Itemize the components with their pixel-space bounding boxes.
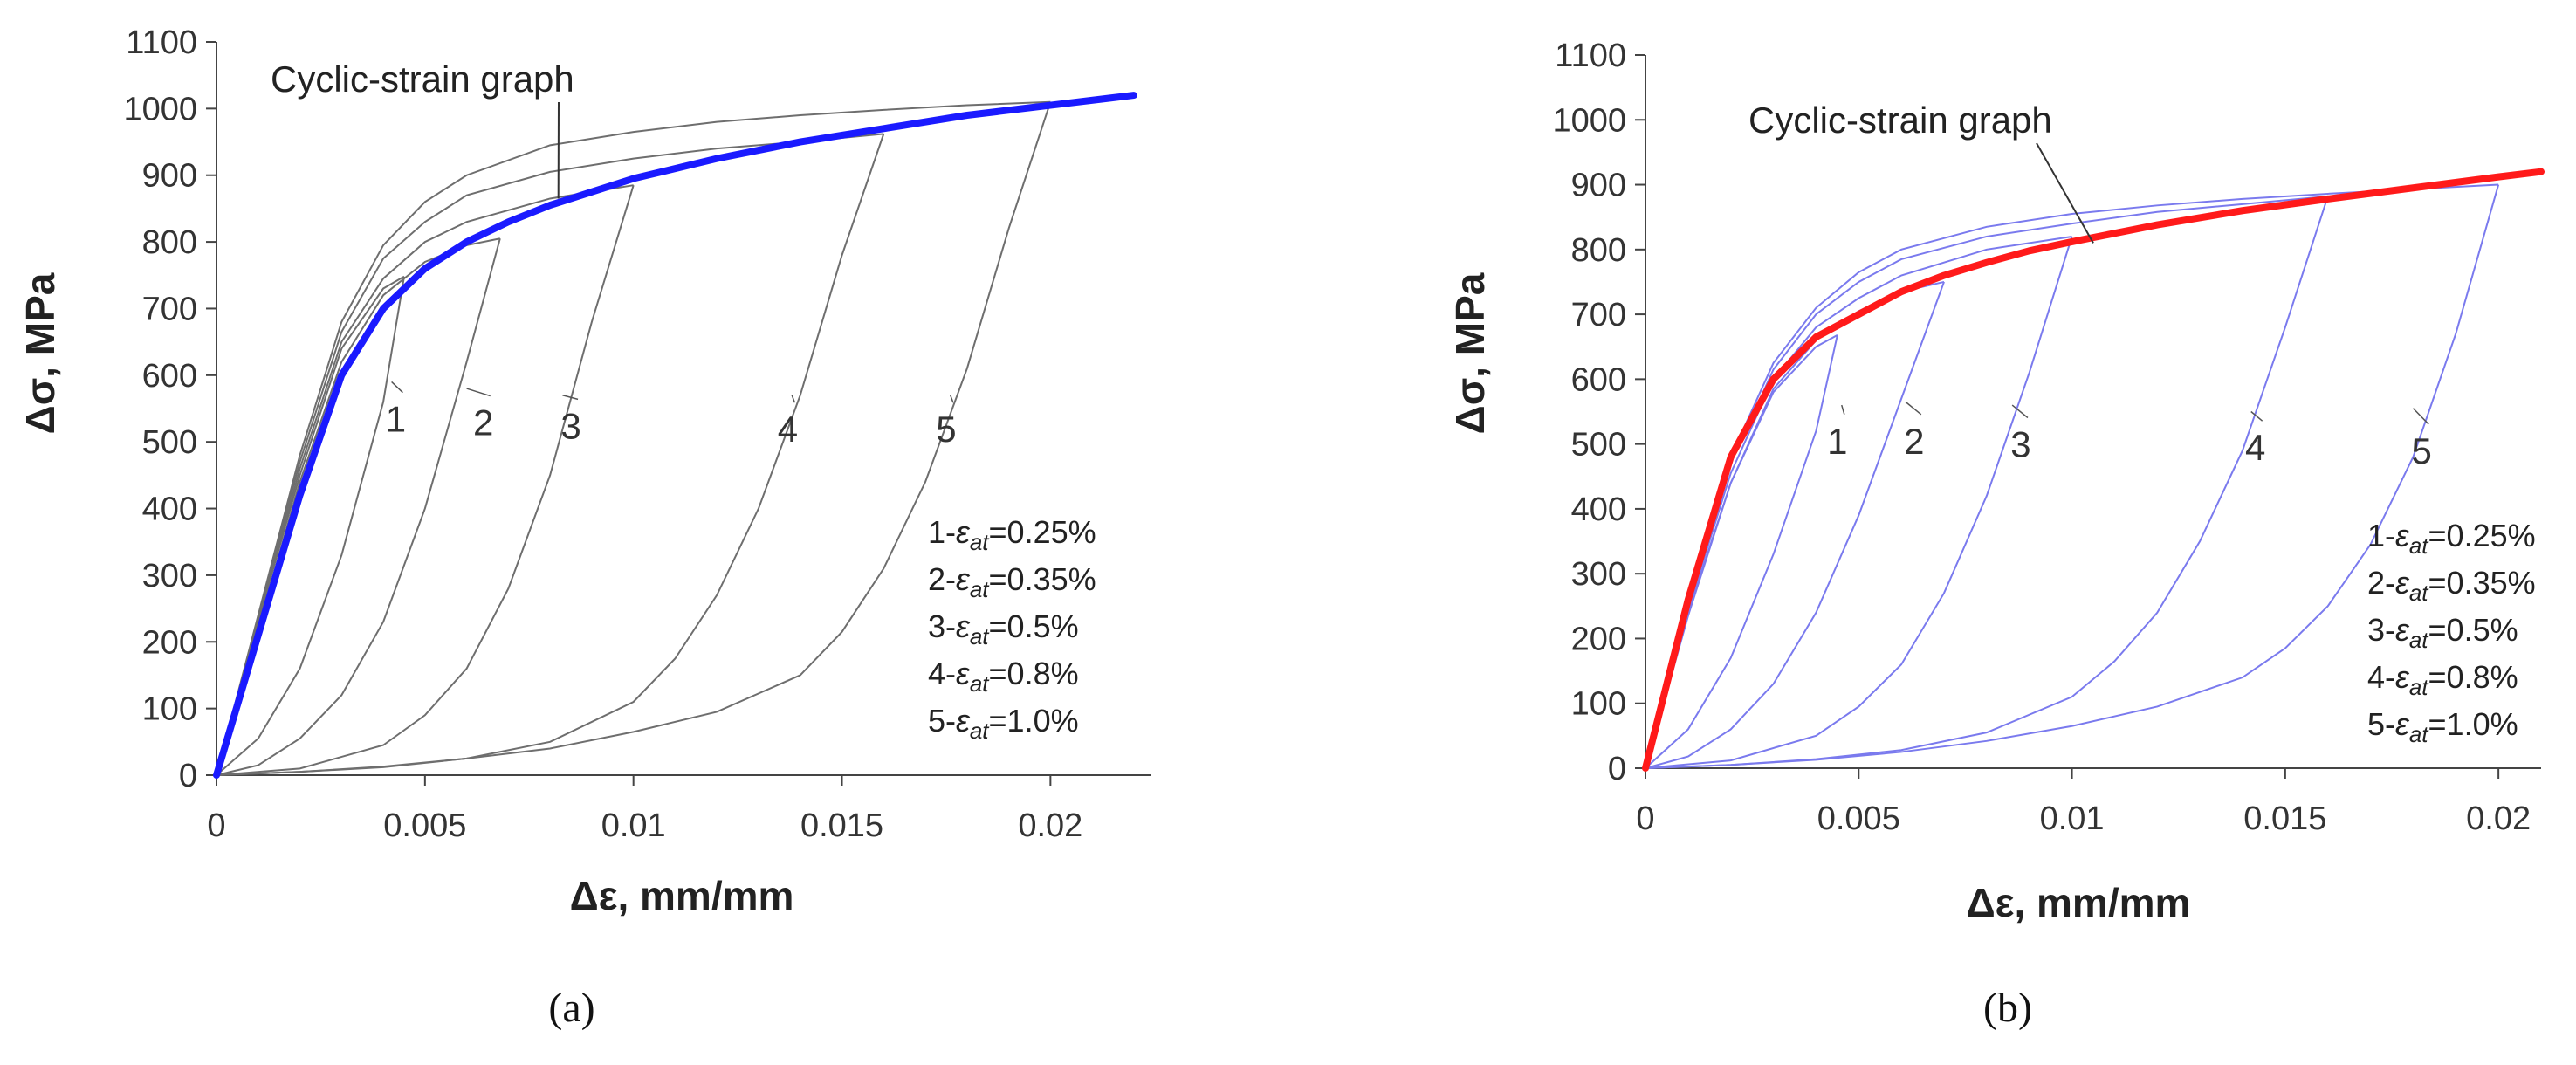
loop-5-label: 5 (936, 409, 956, 450)
y-tick-label: 0 (179, 758, 197, 794)
loop-3-leader (2011, 404, 2029, 419)
x-tick-label: 0.01 (2040, 800, 2105, 837)
x-axis-title: Δε, mm/mm (1967, 880, 2191, 925)
y-tick-label: 300 (142, 558, 197, 594)
legend-entry: 5-εat=1.0% (2367, 706, 2518, 747)
loop-5-unloading-line (216, 101, 1052, 776)
loop-3-loading-line (216, 184, 634, 776)
y-tick-label: 500 (1571, 427, 1626, 464)
legend: 1-εat=0.25% 2-εat=0.35% 3-εat=0.5% 4-εat=0.… (928, 514, 1096, 744)
loop-2-label: 2 (473, 402, 493, 443)
panel-caption: (b) (1983, 985, 2032, 1031)
x-tick-label: 0.02 (2466, 800, 2531, 837)
legend: 1-εat=0.25% 2-εat=0.35% 3-εat=0.5% 4-εat=0.… (2367, 518, 2536, 747)
loop-3-label: 3 (560, 405, 580, 446)
loop-2-loading-line (216, 237, 501, 776)
y-tick-label: 900 (142, 158, 197, 195)
loop-1-unloading-line (216, 276, 405, 776)
y-tick-label: 1100 (1555, 38, 1626, 74)
loop-5-leader (950, 395, 954, 403)
chart-panel-a: 0 100 200 300 400 500 600 700 800 900 1000 1100 0 0.0… (17, 24, 1151, 1031)
loop-5-loading-line (216, 100, 1051, 776)
loop-4-label: 4 (778, 409, 798, 450)
cyclic-strain-annotation: Cyclic-strain graph (1748, 100, 2052, 141)
loop-4-leader (791, 395, 796, 403)
loop-1-label: 1 (386, 399, 406, 440)
x-tick-label: 0.02 (1018, 807, 1082, 844)
loop-5-unloading-line (1645, 184, 2500, 769)
annotation-leader (2036, 142, 2094, 244)
y-tick-label: 500 (142, 424, 197, 461)
loop-1-loading-line (216, 275, 405, 776)
y-tick-label: 0 (1608, 751, 1626, 787)
y-tick-label: 1100 (126, 24, 197, 61)
y-tick-label: 900 (1571, 168, 1626, 204)
loop-3-label: 3 (2010, 423, 2030, 464)
x-tick-label: 0.015 (2243, 800, 2326, 837)
loop-1-unloading-line (1645, 334, 1838, 769)
y-tick-label: 600 (1571, 361, 1626, 398)
loop-1-label: 1 (1827, 421, 1847, 462)
y-tick-label: 100 (142, 691, 197, 728)
loop-2-leader (1905, 401, 1922, 416)
loop-5-leader (2412, 408, 2429, 425)
x-tick-label: 0.01 (601, 807, 666, 844)
loop-4-label: 4 (2245, 427, 2265, 468)
y-tick-label: 700 (142, 291, 197, 327)
cyclic-strain-curve (213, 92, 1137, 779)
x-tick-label: 0.015 (800, 807, 883, 844)
legend-entry: 1-εat=0.25% (2367, 518, 2536, 559)
y-axis-title: Δσ, MPa (17, 272, 63, 434)
loop-2-unloading-line (216, 238, 501, 776)
chart-panel-b: 0 100 200 300 400 500 600 700 800 900 1000 1100 0 0.0… (1447, 38, 2545, 1031)
y-tick-label: 200 (142, 624, 197, 661)
cyclic-strain-curve (1642, 168, 2545, 772)
y-axis-title: Δσ, MPa (1447, 272, 1493, 434)
x-tick-label: 0.005 (383, 807, 466, 844)
loop-3-leader (562, 395, 579, 401)
cyclic-strain-annotation: Cyclic-strain graph (271, 58, 574, 100)
loop-2-unloading-line (1645, 281, 1945, 769)
loop-4-leader (2250, 410, 2263, 422)
x-tick-label: 0.005 (1817, 800, 1900, 837)
loop-3-unloading-line (1645, 236, 2073, 769)
x-tick-label: 0 (207, 807, 225, 844)
loop-2-leader (466, 388, 491, 397)
y-tick-label: 400 (142, 491, 197, 528)
y-tick-label: 1000 (123, 91, 197, 127)
y-tick-label: 700 (1571, 297, 1626, 333)
panel-caption: (a) (548, 985, 594, 1031)
legend-entry: 4-εat=0.8% (928, 656, 1079, 697)
legend-entry: 4-εat=0.8% (2367, 659, 2518, 700)
legend-entry: 3-εat=0.5% (2367, 612, 2518, 653)
loop-1-leader (1841, 404, 1845, 415)
y-tick-label: 800 (1571, 232, 1626, 269)
x-tick-label: 0 (1636, 800, 1654, 837)
loop-1-leader (391, 381, 403, 394)
y-tick-label: 300 (1571, 556, 1626, 593)
loop-5-label: 5 (2412, 430, 2432, 471)
legend-entry: 1-εat=0.25% (928, 514, 1096, 555)
y-tick-label: 100 (1571, 686, 1626, 723)
y-tick-label: 1000 (1552, 102, 1626, 139)
y-tick-label: 800 (142, 224, 197, 261)
y-tick-label: 400 (1571, 491, 1626, 528)
legend-entry: 5-εat=1.0% (928, 703, 1079, 744)
x-axis-title: Δε, mm/mm (570, 873, 794, 918)
legend-entry: 2-εat=0.35% (928, 561, 1096, 602)
loop-4-loading-line (216, 133, 884, 776)
legend-entry: 2-εat=0.35% (2367, 565, 2536, 606)
loop-2-label: 2 (1904, 421, 1924, 462)
loop-1-loading-line (1645, 333, 1838, 769)
loop-3-unloading-line (216, 184, 635, 776)
y-tick-label: 600 (142, 358, 197, 395)
y-tick-label: 200 (1571, 621, 1626, 657)
legend-entry: 3-εat=0.5% (928, 608, 1079, 649)
